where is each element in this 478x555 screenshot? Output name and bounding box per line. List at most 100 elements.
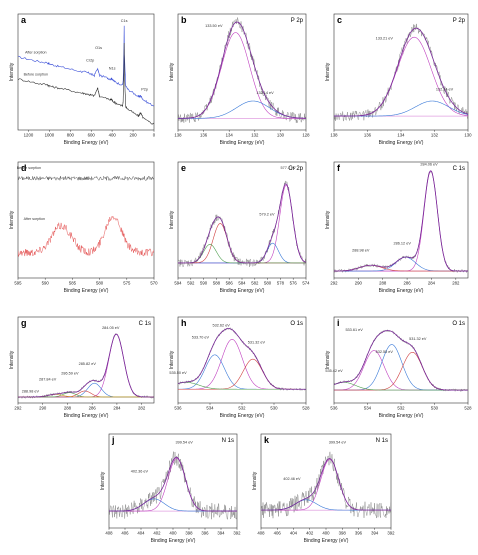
panel-e: e Cr 2p 594 592 590 588 586 584 582 580 578 576 574 B… xyxy=(162,150,312,300)
component-peak xyxy=(178,339,306,390)
x-tick-label: 532 xyxy=(238,406,246,411)
annotation-label: 532.55 eV xyxy=(376,350,394,354)
x-tick-label: 290 xyxy=(355,281,363,286)
annotation-label: 533.70 eV xyxy=(192,336,210,340)
x-tick-label: 282 xyxy=(452,281,460,286)
panel-label: c xyxy=(337,15,342,25)
x-tick-label: 1200 xyxy=(24,133,34,138)
annotation-label: 285.82 eV xyxy=(79,362,97,366)
x-tick-label: 284 xyxy=(428,281,436,286)
envelope-fit xyxy=(334,330,468,391)
annotation-label: 399.54 eV xyxy=(176,440,194,444)
x-tick-label: 0 xyxy=(153,133,156,138)
plot-area xyxy=(334,170,468,274)
plot-area xyxy=(18,332,154,399)
annotation-label: 288.98 eV xyxy=(22,390,40,394)
x-tick-label: 406 xyxy=(274,531,282,536)
annotation-label: 284.05 eV xyxy=(102,326,120,330)
panel-label: k xyxy=(264,435,270,445)
x-tick-label: 134 xyxy=(397,133,405,138)
x-tick-label: 528 xyxy=(464,406,472,411)
x-tick-label: 536 xyxy=(330,406,338,411)
x-tick-label: 200 xyxy=(129,133,137,138)
x-tick-label: 588 xyxy=(213,281,221,286)
plot-area xyxy=(18,175,154,257)
annotation-label: 532.62 eV xyxy=(213,323,231,327)
x-tick-label: 590 xyxy=(200,281,208,286)
x-tick-label: 136 xyxy=(364,133,372,138)
x-tick-label: 136 xyxy=(200,133,208,138)
x-tick-label: 292 xyxy=(330,281,338,286)
plot-frame xyxy=(333,13,469,131)
x-tick-label: 580 xyxy=(264,281,272,286)
annotation-label: After sorption xyxy=(24,217,45,221)
plot-area xyxy=(109,451,237,520)
component-peak xyxy=(178,354,306,390)
x-tick-label: 394 xyxy=(371,531,379,536)
annotation-label: 579.2 eV xyxy=(259,212,275,216)
x-tick-label: 402 xyxy=(306,531,314,536)
panel-i: i O 1s 536 534 532 530 528 Binding Energy (eV) I… xyxy=(318,305,474,425)
x-tick-label: 138 xyxy=(174,133,182,138)
plot-area xyxy=(334,23,468,122)
x-tick-label: 600 xyxy=(88,133,96,138)
component-peak xyxy=(334,36,468,117)
panel-k: k N 1s 408 406 404 402 400 398 396 394 392 Binding … xyxy=(245,422,397,550)
x-tick-label: 392 xyxy=(387,531,395,536)
panel-d: d 595 590 585 580 575 570 Binding Energy (eV) In… xyxy=(2,150,160,300)
panel-label: f xyxy=(337,163,341,173)
x-tick-label: 580 xyxy=(96,281,104,286)
x-tick-label: 398 xyxy=(185,531,193,536)
plot-area xyxy=(178,180,306,268)
y-axis-label: Intensity xyxy=(252,471,258,490)
panel-label: i xyxy=(337,318,340,328)
raw-data-line xyxy=(178,180,306,268)
annotation-label: 399.54 eV xyxy=(329,440,347,444)
x-tick-label: 406 xyxy=(121,531,129,536)
plot-frame xyxy=(177,13,307,131)
x-tick-label: 400 xyxy=(109,133,117,138)
annotation-label: C1s xyxy=(121,19,128,23)
annotation-label: 133.21 eV xyxy=(376,37,394,41)
x-tick-label: 1000 xyxy=(45,133,55,138)
annotation-label: 133.50 eV xyxy=(205,24,223,28)
envelope-fit xyxy=(178,183,306,264)
plot-area xyxy=(18,25,154,125)
x-axis-label: Binding Energy (eV) xyxy=(304,538,349,544)
panel-label: b xyxy=(181,15,187,25)
x-tick-label: 408 xyxy=(105,531,113,536)
plot-area xyxy=(334,329,468,392)
x-axis-label: Binding Energy (eV) xyxy=(379,288,424,294)
plot-frame xyxy=(260,433,392,529)
series-line xyxy=(18,43,154,125)
raw-data-line xyxy=(334,171,468,274)
x-tick-label: 130 xyxy=(277,133,285,138)
x-tick-label: 570 xyxy=(150,281,158,286)
chart-title: Cr 2p xyxy=(288,166,303,172)
component-peak xyxy=(334,170,468,272)
annotation-label: Before sorption xyxy=(24,72,48,76)
panel-label: g xyxy=(21,318,27,328)
component-peak xyxy=(178,223,306,264)
panel-g: g C 1s 292 290 288 286 284 282 Binding Energy (e… xyxy=(2,305,160,425)
chart-b: b P 2p 138 136 134 132 130 128 Binding Energy (e… xyxy=(169,13,310,146)
component-peak xyxy=(109,458,237,512)
annotation-label: 402.46 eV xyxy=(283,477,301,481)
x-tick-label: 408 xyxy=(257,531,265,536)
y-axis-label: Intensity xyxy=(9,210,15,229)
x-tick-label: 132 xyxy=(251,133,259,138)
annotation-label: N1s xyxy=(109,67,116,71)
chart-d: d 595 590 585 580 575 570 Binding Energy (eV) In… xyxy=(9,161,158,294)
chart-h: h O 1s 536 534 532 530 528 Binding Energy (eV) I… xyxy=(169,316,310,419)
envelope-fit xyxy=(334,170,468,272)
annotation-label: 286.59 eV xyxy=(61,372,79,376)
x-tick-label: 286 xyxy=(89,406,97,411)
x-tick-label: 585 xyxy=(69,281,77,286)
x-tick-label: 394 xyxy=(217,531,225,536)
x-axis-label: Binding Energy (eV) xyxy=(379,413,424,419)
component-peak xyxy=(178,382,306,390)
x-tick-label: 290 xyxy=(39,406,47,411)
x-tick-label: 400 xyxy=(322,531,330,536)
y-axis-label: Intensity xyxy=(325,62,331,81)
